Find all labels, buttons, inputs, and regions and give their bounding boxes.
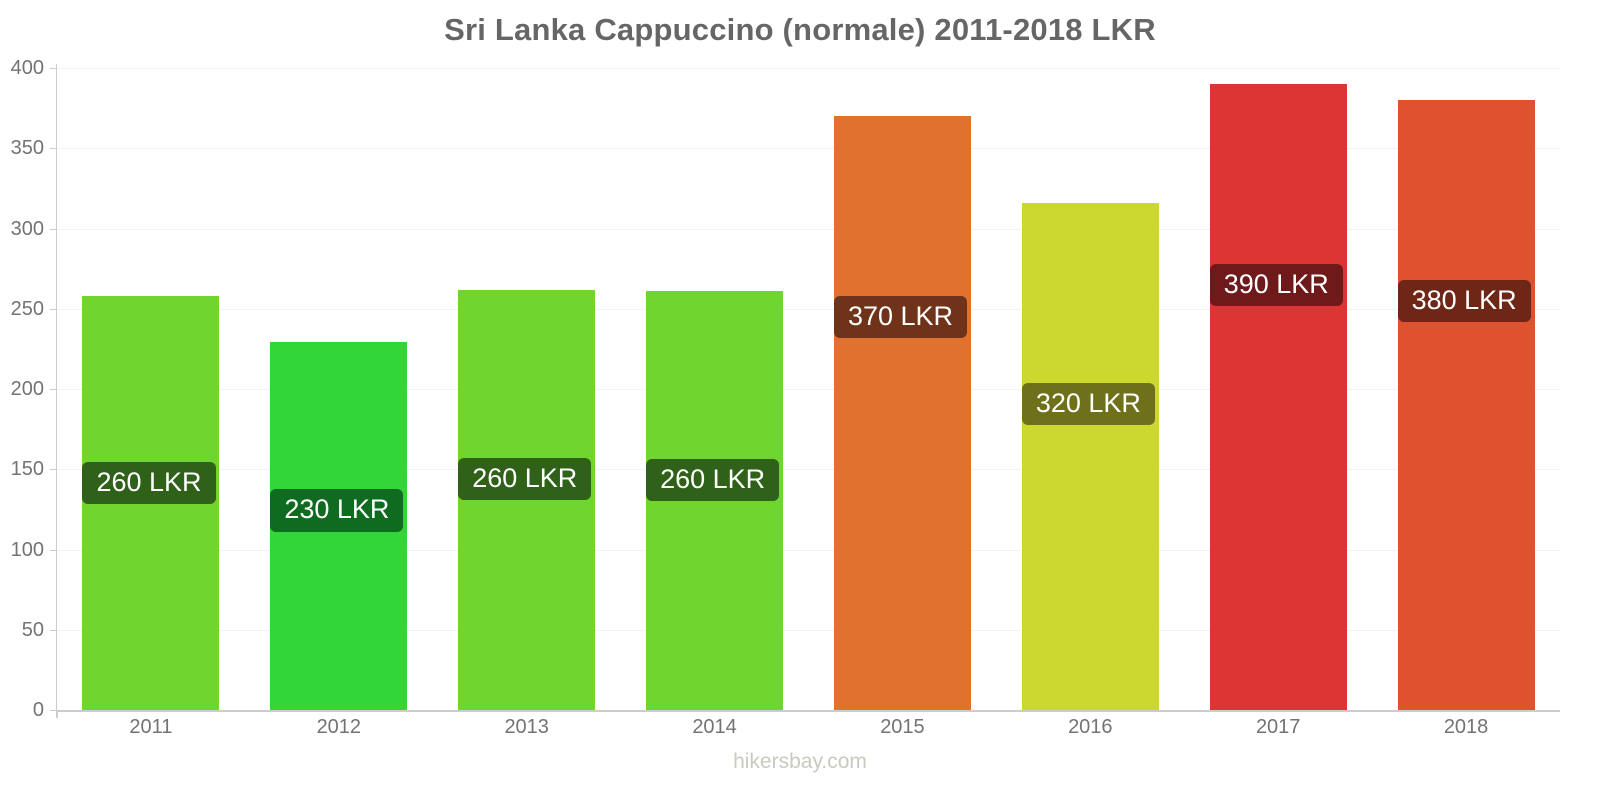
gridline: [57, 228, 1560, 230]
gridline: [57, 148, 1560, 150]
y-tick-mark: [50, 68, 57, 69]
y-tick-mark: [50, 710, 57, 711]
y-tick-mark: [50, 549, 57, 551]
chart-title: Sri Lanka Cappuccino (normale) 2011-2018…: [444, 12, 1156, 47]
y-tick-mark: [50, 308, 57, 310]
y-tick-label: 0: [32, 699, 44, 721]
chart-footer-attribution: hikersbay.com: [733, 750, 867, 773]
gridline: [57, 629, 1560, 631]
x-tick-label: 2017: [1255, 716, 1301, 738]
x-tick-label: 2015: [880, 716, 925, 738]
plot-area: 260 LKR 230 LKR 260 LKR 260 LKR 370 LKR 320 L…: [57, 68, 1560, 710]
x-tick-label: 2016: [1068, 716, 1113, 738]
x-tick-label: 2011: [129, 716, 173, 738]
x-tick-label: 2014: [692, 716, 737, 738]
bar[interactable]: [1209, 84, 1347, 710]
bar-value-label: 380 LKR: [1397, 280, 1531, 323]
gridline: [57, 389, 1560, 390]
bar-value-label: 320 LKR: [1021, 382, 1155, 426]
y-tick-mark: [50, 629, 57, 631]
gridline: [57, 549, 1560, 551]
y-tick-label: 50: [21, 618, 44, 641]
y-tick-label: 100: [10, 538, 44, 561]
y-tick-mark: [50, 469, 57, 471]
bar-value-label: 390 LKR: [1209, 264, 1343, 307]
bar-value-label: 370 LKR: [833, 296, 968, 339]
bar-value-label: 260 LKR: [458, 457, 592, 501]
y-tick-mark: [50, 148, 57, 150]
gridline: [57, 68, 1560, 69]
bar-value-label: 260 LKR: [82, 461, 216, 504]
y-tick-label: 300: [10, 217, 44, 240]
x-tick-label: 2013: [504, 716, 549, 738]
bar[interactable]: [833, 116, 971, 710]
y-tick-mark: [50, 228, 57, 230]
y-tick-label: 350: [10, 137, 44, 160]
y-tick-label: 200: [10, 378, 44, 400]
x-tick-label: 2012: [316, 716, 362, 738]
x-tick-mark: [57, 710, 58, 718]
gridline: [57, 469, 1560, 471]
bar[interactable]: [1397, 100, 1535, 710]
x-axis-line: [57, 710, 1560, 712]
y-axis-line: [56, 64, 57, 718]
gridline: [57, 308, 1560, 310]
y-tick-label: 400: [10, 57, 44, 79]
x-tick-label: 2018: [1443, 716, 1489, 738]
y-tick-label: 250: [10, 297, 44, 320]
bar[interactable]: [1021, 202, 1159, 710]
y-tick-label: 150: [10, 458, 44, 481]
bar-value-label: 260 LKR: [646, 458, 780, 501]
y-tick-mark: [50, 389, 57, 390]
bar-value-label: 230 LKR: [270, 489, 404, 532]
